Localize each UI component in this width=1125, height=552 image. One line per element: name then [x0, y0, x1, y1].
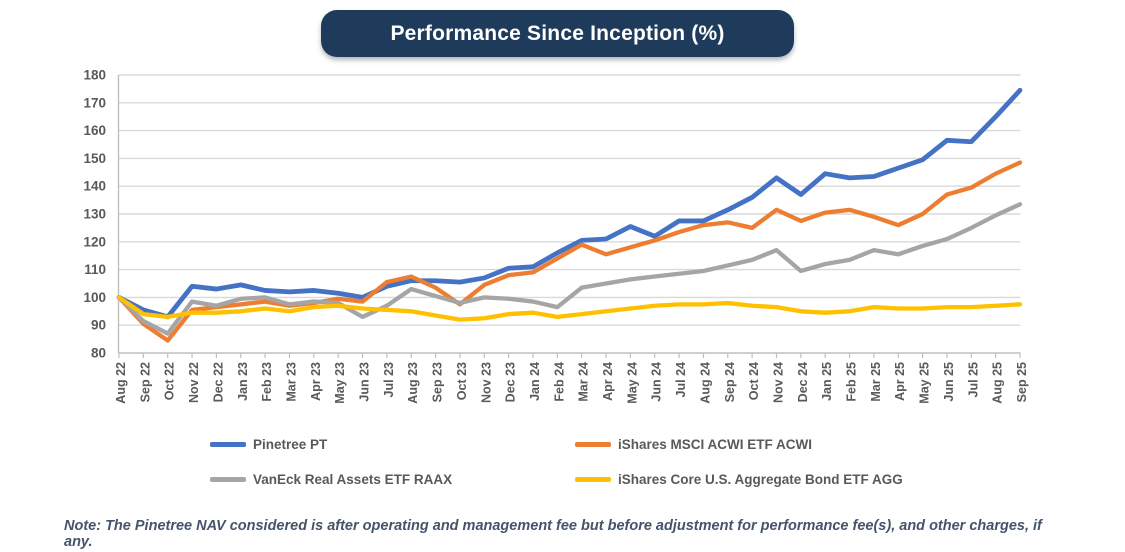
x-axis-label: Apr 23	[309, 362, 323, 401]
x-axis-label: Jun 23	[358, 362, 372, 402]
x-axis-label: Aug 25	[991, 362, 1005, 404]
y-axis-label: 120	[83, 234, 106, 249]
x-axis-label: Jan 23	[236, 362, 250, 401]
x-axis-label: May 24	[625, 362, 639, 404]
x-axis-label: Feb 23	[260, 362, 274, 402]
x-axis-label: Jul 25	[966, 362, 980, 397]
y-axis-label: 150	[83, 151, 106, 166]
x-axis-label: Oct 24	[747, 362, 761, 400]
y-axis-label: 110	[84, 262, 106, 277]
x-axis-label: Mar 25	[869, 362, 883, 402]
legend-label: VanEck Real Assets ETF RAAX	[253, 472, 453, 487]
x-axis-label: Feb 24	[552, 362, 566, 402]
x-axis-label: Aug 22	[114, 362, 128, 404]
series-line-vaneck-real-assets-etf-raax	[116, 202, 1023, 336]
y-axis-label: 180	[83, 68, 106, 83]
x-axis-label: Mar 24	[577, 362, 591, 402]
y-axis-label: 170	[83, 95, 106, 110]
legend-swatch-ishares-core-u-s-aggregate-bond-etf-agg	[575, 477, 611, 482]
x-axis-label: Dec 23	[504, 362, 518, 402]
x-axis-label: Nov 23	[479, 362, 493, 403]
y-axis-label: 80	[91, 346, 106, 361]
legend-label: iShares MSCI ACWI ETF ACWI	[618, 437, 813, 452]
x-axis-label: Feb 25	[845, 362, 859, 402]
x-axis-label: Jan 24	[528, 362, 542, 401]
y-axis-label: 140	[83, 179, 106, 194]
y-axis-label: 100	[83, 290, 106, 305]
legend-item-ishares-msci-acwi-etf-acwi: iShares MSCI ACWI ETF ACWI	[575, 437, 812, 452]
x-axis-label: Nov 24	[771, 362, 785, 403]
x-axis-label: Oct 22	[163, 362, 177, 400]
legend-swatch-pinetree-pt	[210, 442, 246, 447]
legend-label: Pinetree PT	[253, 437, 328, 452]
x-axis-label: Jun 25	[942, 362, 956, 402]
x-axis-label: Dec 24	[796, 362, 810, 402]
chart-legend: Pinetree PT iShares MSCI ACWI ETF ACWI Van…	[0, 425, 1125, 500]
y-axis-label: 160	[83, 123, 106, 138]
performance-line-chart: 80 90 100 110 120 130 140 150 160 170 180 Aug 22 Sep…	[83, 68, 1029, 404]
x-axis-label: Jul 24	[674, 362, 688, 397]
x-axis-label: Jul 23	[382, 362, 396, 397]
legend-item-vaneck-real-assets-etf-raax: VanEck Real Assets ETF RAAX	[210, 472, 452, 487]
legend-item-ishares-core-u-s-aggregate-bond-etf-agg: iShares Core U.S. Aggregate Bond ETF AGG	[575, 472, 903, 487]
x-axis-label: Oct 23	[455, 362, 469, 400]
x-axis-label: Jun 24	[650, 362, 664, 402]
footnote: Note: The Pinetree NAV considered is aft…	[64, 518, 1042, 550]
x-axis-label: Aug 24	[698, 362, 712, 404]
x-axis-label: Sep 25	[1015, 362, 1029, 402]
x-axis-label: Aug 23	[406, 362, 420, 404]
legend-label: iShares Core U.S. Aggregate Bond ETF AGG	[618, 472, 903, 487]
x-axis-label: Sep 24	[723, 362, 737, 402]
legend-swatch-vaneck-real-assets-etf-raax	[210, 477, 246, 482]
x-axis-label: May 23	[333, 362, 347, 404]
series-line-ishares-core-u-s-aggregate-bond-etf-agg	[116, 295, 1023, 322]
y-axis-label: 90	[91, 318, 106, 333]
x-axis-label: Nov 22	[187, 362, 201, 403]
y-axis-label: 130	[83, 207, 106, 222]
chart-title-pill: Performance Since Inception (%)	[321, 10, 794, 57]
chart-title: Performance Since Inception (%)	[390, 21, 725, 45]
x-axis-label: Sep 23	[431, 362, 445, 402]
x-axis-label: Mar 23	[284, 362, 298, 402]
x-axis-label: Sep 22	[138, 362, 152, 402]
series-line-ishares-msci-acwi-etf-acwi	[116, 160, 1023, 343]
legend-swatch-ishares-msci-acwi-etf-acwi	[575, 442, 611, 447]
x-axis-label: Apr 24	[601, 362, 615, 401]
x-axis-label: May 25	[918, 362, 932, 404]
x-axis-label: Apr 25	[893, 362, 907, 401]
x-axis-label: Jan 25	[820, 362, 834, 401]
x-axis-label: Dec 22	[211, 362, 225, 402]
series-line-pinetree-pt	[116, 87, 1023, 320]
legend-item-pinetree-pt: Pinetree PT	[210, 437, 327, 452]
